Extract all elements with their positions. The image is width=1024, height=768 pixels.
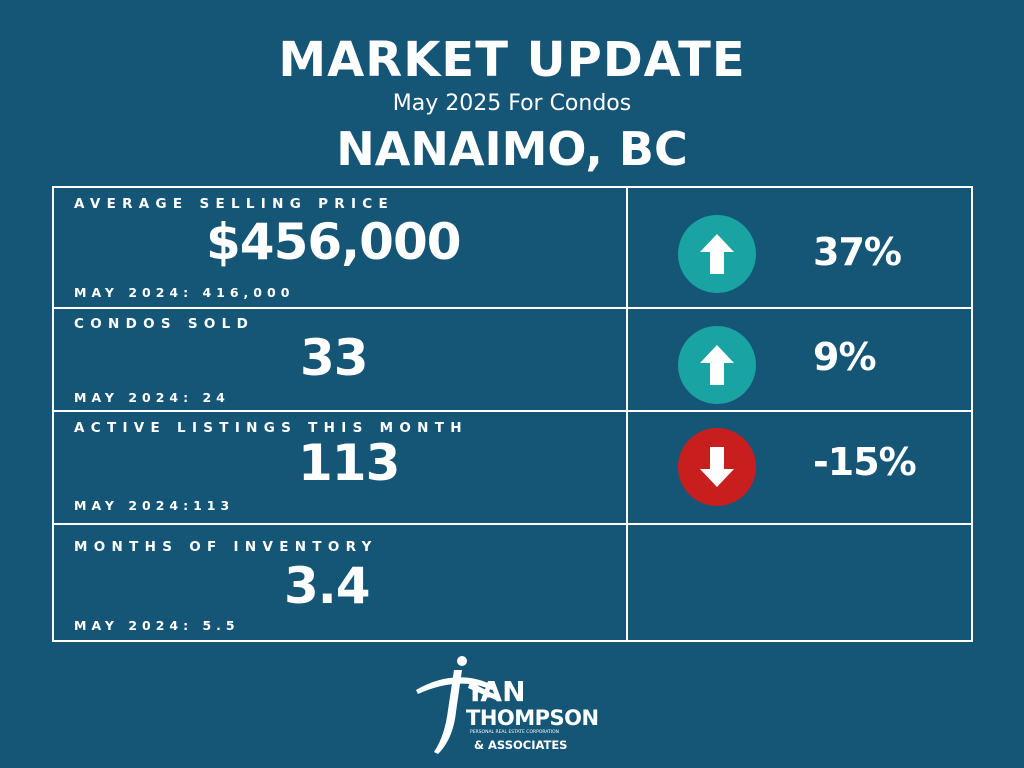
page-subtitle: May 2025 For Condos (392, 91, 632, 116)
arrow-up-icon (678, 215, 756, 293)
change-percent: -15% (813, 440, 917, 484)
company-logo: IAN THOMPSON PERSONAL REAL ESTATE CORPOR… (410, 652, 620, 758)
brand-name-line1: IAN (470, 675, 526, 708)
stat-label: MONTHS OF INVENTORY (74, 539, 378, 555)
brand-tagline: PERSONAL REAL ESTATE CORPORATION (470, 730, 560, 735)
stat-value: 3.4 (284, 557, 371, 615)
stat-row-condos-sold: CONDOS SOLD 33 MAY 2024: 24 9% (54, 309, 971, 412)
stat-label: ACTIVE LISTINGS THIS MONTH (74, 420, 468, 436)
arrow-down-icon (678, 428, 756, 506)
stat-label: CONDOS SOLD (74, 316, 255, 332)
stat-previous: MAY 2024: 24 (74, 390, 230, 405)
change-percent: 37% (813, 230, 902, 274)
stat-previous: MAY 2024: 5.5 (74, 618, 240, 633)
stat-previous: MAY 2024: 416,000 (74, 285, 295, 300)
page-title: MARKET UPDATE (278, 32, 746, 88)
stat-row-active-listings: ACTIVE LISTINGS THIS MONTH 113 MAY 2024:… (54, 412, 971, 525)
change-percent: 9% (813, 335, 877, 379)
brand-name-line3: & ASSOCIATES (474, 738, 568, 752)
stat-value: $456,000 (206, 213, 462, 271)
logo-figure-icon (416, 656, 498, 754)
stat-row-months-inventory: MONTHS OF INVENTORY 3.4 MAY 2024: 5.5 (54, 525, 971, 642)
stat-row-average-price: AVERAGE SELLING PRICE $456,000 MAY 2024:… (54, 188, 971, 309)
brand-name-line2: THOMPSON (466, 706, 599, 730)
stat-value: 33 (300, 329, 369, 387)
stats-table: AVERAGE SELLING PRICE $456,000 MAY 2024:… (52, 186, 973, 642)
stat-value: 113 (298, 434, 400, 492)
arrow-up-icon (678, 326, 756, 404)
column-divider (626, 188, 628, 640)
location-heading: NANAIMO, BC (336, 122, 688, 176)
stat-label: AVERAGE SELLING PRICE (74, 196, 395, 212)
stat-previous: MAY 2024:113 (74, 498, 235, 513)
